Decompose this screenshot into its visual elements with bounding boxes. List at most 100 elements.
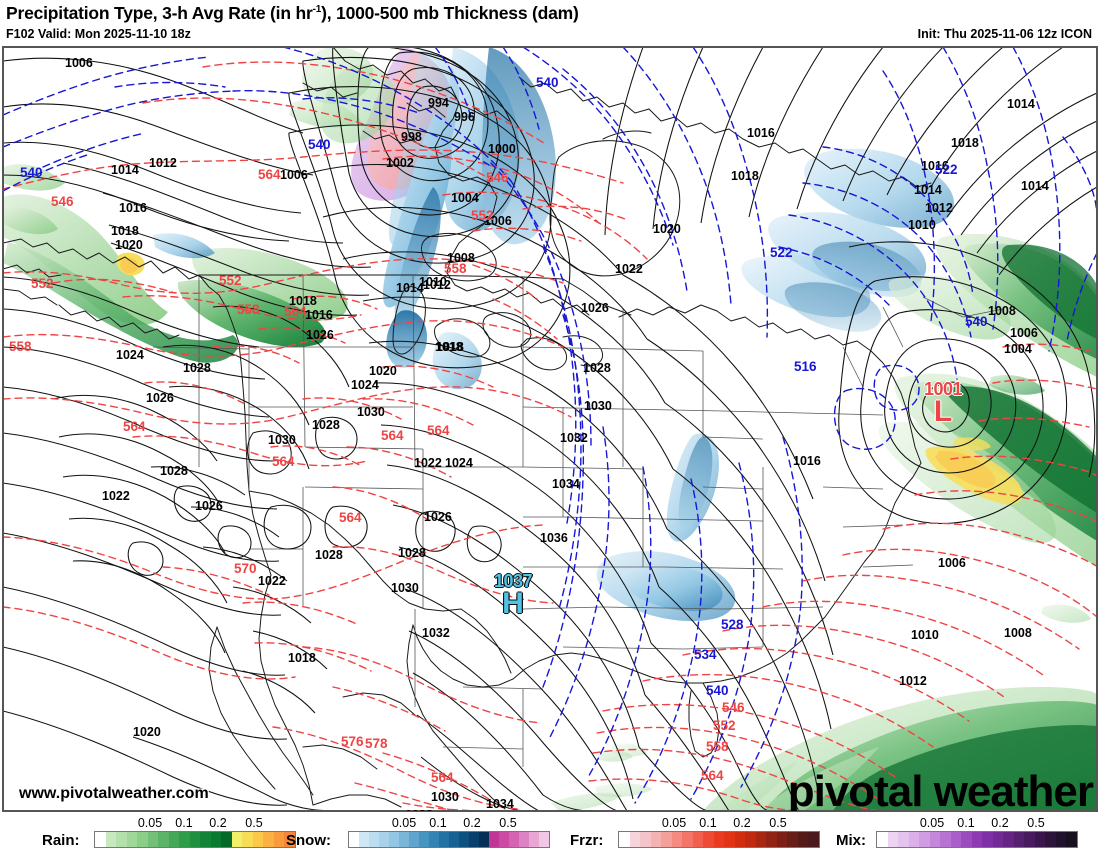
legend-swatch	[95, 832, 106, 847]
legend-swatch	[273, 832, 285, 847]
legend-swatch	[724, 832, 735, 847]
legend-swatch	[776, 832, 788, 847]
legend-swatch	[539, 832, 549, 847]
legend-swatch	[499, 832, 509, 847]
legend-swatch	[692, 832, 704, 847]
legend-tick-label: 0.5	[245, 816, 263, 830]
legend-swatch	[449, 832, 459, 847]
legend-swatch	[1024, 832, 1035, 847]
legend-swatch	[940, 832, 951, 847]
legend-swatch	[877, 832, 888, 847]
legend-swatch	[210, 832, 222, 847]
legend-swatch	[640, 832, 651, 847]
legend-swatch	[1013, 832, 1025, 847]
title-main: Precipitation Type, 3-h Avg Rate (in hr	[6, 3, 313, 23]
legend-colorbar[interactable]	[876, 831, 1078, 848]
legend-tick-label: 0.05	[919, 816, 945, 830]
thickness-blue-layer	[3, 47, 1097, 804]
legend-colorbar[interactable]	[348, 831, 550, 848]
legend-ticks: 0.05 0.1 0.2 0.5	[348, 816, 548, 831]
legend-colorbar[interactable]	[94, 831, 296, 848]
legend-swatch	[200, 832, 211, 847]
state-boundaries-layer	[152, 274, 1004, 767]
legend-swatch	[529, 832, 539, 847]
map-canvas[interactable]: 1006 1014 1012 1016 1018 1020 994 996 998 1002 100…	[2, 46, 1098, 812]
legend-swatch	[126, 832, 138, 847]
legend-swatch	[369, 832, 379, 847]
legend-scale-mix: Mix: 0.05 0.1 0.2 0.5	[836, 814, 1084, 850]
legend-swatch	[908, 832, 920, 847]
legend-tick-label: 0.5	[499, 816, 517, 830]
legend-scale-rain: Rain: 0.05 0.1 0.2 0.5	[42, 814, 302, 850]
legend-swatch	[399, 832, 409, 847]
legend-tick-label: 0.05	[391, 816, 417, 830]
valid-time-label: F102 Valid: Mon 2025-11-10 18z	[6, 27, 191, 41]
legend-tick-label: 0.2	[991, 816, 1009, 830]
legend-swatch	[961, 832, 972, 847]
legend-swatch	[189, 832, 201, 847]
legend-swatch	[766, 832, 777, 847]
legend-swatch	[797, 832, 809, 847]
legend-swatch	[745, 832, 756, 847]
legend-swatch	[971, 832, 983, 847]
title-exponent: -1	[312, 4, 322, 16]
legend-swatch	[1045, 832, 1056, 847]
legend-swatch	[713, 832, 725, 847]
legend-swatch	[158, 832, 169, 847]
legend-swatch	[519, 832, 529, 847]
page-title: Precipitation Type, 3-h Avg Rate (in hr-…	[6, 3, 579, 24]
legend-tick-label: 0.2	[463, 816, 481, 830]
legend-swatch	[1034, 832, 1046, 847]
legend-swatch	[105, 832, 117, 847]
legend-swatch	[682, 832, 693, 847]
legend-tick-label: 0.1	[957, 816, 975, 830]
legend-swatch	[409, 832, 419, 847]
legend-scale-snow: Snow: 0.05 0.1 0.2 0.5	[286, 814, 556, 850]
legend-swatch	[787, 832, 798, 847]
legend-ticks: 0.05 0.1 0.2 0.5	[876, 816, 1076, 831]
legend-swatch	[808, 832, 819, 847]
legend-ticks: 0.05 0.1 0.2 0.5	[94, 816, 294, 831]
legend-tick-label: 0.2	[209, 816, 227, 830]
legend-swatch	[661, 832, 672, 847]
legend-scale-frzr: Frzr: 0.05 0.1 0.2 0.5	[570, 814, 826, 850]
legend-tick-label: 0.1	[699, 816, 717, 830]
legend-swatch	[992, 832, 1004, 847]
legend-scale-label: Snow:	[286, 832, 331, 849]
legend-tick-label: 0.05	[661, 816, 687, 830]
legend-swatch	[429, 832, 439, 847]
legend-swatch	[359, 832, 369, 847]
legend-swatch	[898, 832, 909, 847]
legend-scale-label: Rain:	[42, 832, 80, 849]
legend-ticks: 0.05 0.1 0.2 0.5	[618, 816, 818, 831]
legend-swatch	[439, 832, 449, 847]
legend-swatch	[469, 832, 479, 847]
legend-bar: Rain: 0.05 0.1 0.2 0.5 Snow: 0.05 0.1 0.2 0.5 Frzr…	[0, 814, 1100, 850]
legend-swatch	[116, 832, 127, 847]
legend-tick-label: 0.2	[733, 816, 751, 830]
thickness-red-layer	[3, 61, 1097, 811]
legend-swatch	[263, 832, 274, 847]
legend-swatch	[619, 832, 630, 847]
legend-swatch	[147, 832, 159, 847]
legend-swatch	[1003, 832, 1014, 847]
legend-colorbar[interactable]	[618, 831, 820, 848]
init-time-label: Init: Thu 2025-11-06 12z ICON	[917, 27, 1092, 41]
legend-tick-label: 0.5	[769, 816, 787, 830]
legend-scale-label: Mix:	[836, 832, 866, 849]
legend-swatch	[137, 832, 148, 847]
legend-swatch	[919, 832, 930, 847]
map-graphics	[3, 47, 1097, 811]
legend-swatch	[179, 832, 190, 847]
legend-swatch	[887, 832, 899, 847]
precip-shading-layer	[3, 47, 1097, 811]
legend-swatch	[650, 832, 662, 847]
legend-swatch	[221, 832, 232, 847]
legend-swatch	[929, 832, 941, 847]
legend-swatch	[242, 832, 253, 847]
header: Precipitation Type, 3-h Avg Rate (in hr-…	[0, 0, 1100, 44]
legend-swatch	[419, 832, 429, 847]
legend-swatch	[379, 832, 389, 847]
legend-swatch	[509, 832, 519, 847]
